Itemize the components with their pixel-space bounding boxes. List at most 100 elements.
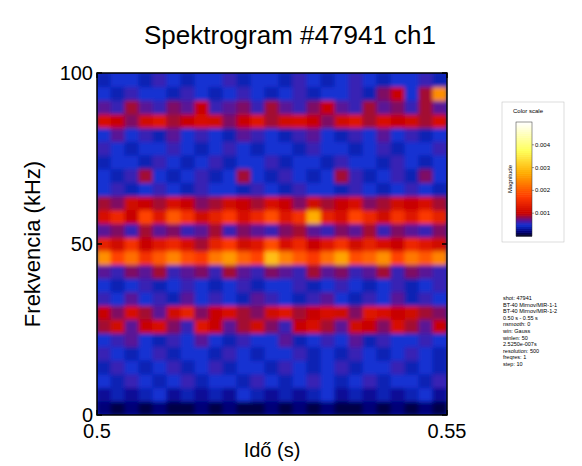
cell [433,100,448,115]
cell [377,278,392,293]
cell [111,155,126,170]
cell [167,319,182,334]
cell [209,86,224,101]
cell [363,291,378,306]
cell [363,86,378,101]
cell [377,373,392,388]
cell [251,401,266,415]
cell [405,373,420,388]
cell [405,278,420,293]
cell [125,155,140,170]
cell [237,237,252,252]
cell [139,209,154,224]
cell [419,141,434,156]
cell [195,387,210,402]
cell [265,332,280,347]
cell [251,387,266,402]
cell [279,223,294,238]
colorbar-title: Color scale [513,108,544,114]
cell [433,73,448,87]
cell [223,127,238,142]
cell [279,237,294,252]
cell [405,86,420,101]
cell [237,360,252,375]
cell [237,209,252,224]
cell [251,196,266,211]
cell [209,155,224,170]
cell [209,373,224,388]
cell [307,332,322,347]
info-line: BT-40 Mirnov/MIR-1-2 [503,308,557,314]
cell [139,264,154,279]
cell [307,250,322,265]
cell [335,373,350,388]
cell [293,168,308,183]
cell [307,387,322,402]
cell [363,373,378,388]
cell [321,360,336,375]
cell [433,387,448,402]
cell [167,250,182,265]
cell [223,373,238,388]
cell [237,168,252,183]
cell [223,291,238,306]
cell [209,100,224,115]
cell [377,332,392,347]
cell [307,305,322,320]
cell [153,223,168,238]
cell [279,401,294,415]
cell [363,168,378,183]
cell [321,319,336,334]
cell [139,319,154,334]
cell [335,250,350,265]
cell [251,141,266,156]
cell [265,360,280,375]
cell [139,114,154,129]
cell [125,250,140,265]
cell [391,168,406,183]
cell [419,196,434,211]
cell [405,346,420,361]
cell [167,387,182,402]
cell [335,346,350,361]
cell [209,305,224,320]
cell [377,291,392,306]
cell [265,100,280,115]
cell [279,360,294,375]
cell [265,250,280,265]
cell [195,250,210,265]
cell [279,387,294,402]
cell [405,100,420,115]
cell [111,387,126,402]
cell [433,223,448,238]
cell [139,223,154,238]
cell [391,114,406,129]
cell [195,278,210,293]
cell [97,86,112,101]
cell [139,401,154,415]
cell [209,223,224,238]
cell [97,291,112,306]
cell [265,346,280,361]
cell [153,319,168,334]
cell [391,291,406,306]
cell [349,100,364,115]
cell [419,264,434,279]
cell [363,237,378,252]
cell [223,346,238,361]
colorbar-tick-label: 0.001 [535,210,551,216]
cell [111,196,126,211]
cell [349,319,364,334]
cell [419,73,434,87]
cell [265,237,280,252]
cell [405,196,420,211]
cell [181,155,196,170]
cell [307,73,322,87]
x-tick [96,73,98,78]
cell [209,360,224,375]
cell [125,127,140,142]
cell [111,86,126,101]
cell [321,278,336,293]
cell [125,86,140,101]
cell [223,155,238,170]
